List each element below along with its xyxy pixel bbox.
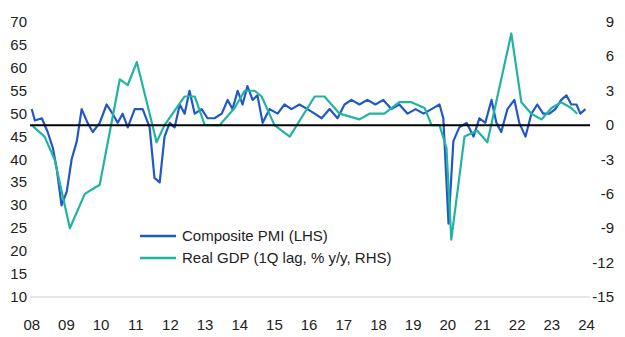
x-tick-label: 19 [405,316,422,333]
x-tick-label: 15 [266,316,283,333]
chart: 10 15 20 25 30 35 40 45 50 55 60 65 70 -15 -12 -9 -6 -3 0 3… [0,0,625,337]
x-tick-label: 14 [231,316,248,333]
x-tick-label: 18 [370,316,387,333]
legend-swatch [140,257,176,260]
y2-tick-label: 3 [606,82,614,99]
legend-label: Real GDP (1Q lag, % y/y, RHS) [182,249,392,266]
y2-tick-label: -9 [601,219,614,236]
y-tick-label: 10 [10,288,27,305]
legend-label: Composite PMI (LHS) [182,227,328,244]
y2-tick-label: -12 [592,254,614,271]
y2-tick-label: 0 [606,116,614,133]
y-tick-label: 20 [10,242,27,259]
x-tick-label: 22 [509,316,526,333]
y-tick-label: 25 [10,219,27,236]
y-tick-label: 40 [10,151,27,168]
x-tick-label: 16 [301,316,318,333]
x-tick-label: 21 [474,316,491,333]
y-tick-label: 65 [10,36,27,53]
zero-line [30,124,590,126]
y-tick-label: 45 [10,128,27,145]
y-tick-label: 50 [10,105,27,122]
y2-tick-label: 6 [606,47,614,64]
x-axis-line [30,297,590,298]
series-line [32,33,577,239]
x-tick-label: 11 [128,316,144,333]
y-tick-label: 30 [10,196,27,213]
x-tick-label: 13 [197,316,214,333]
y-tick-label: 35 [10,173,27,190]
x-tick-label: 10 [93,316,110,333]
y-tick-label: 55 [10,82,27,99]
x-tick-label: 09 [58,316,75,333]
x-tick-label: 20 [439,316,456,333]
y-tick-label: 60 [10,59,27,76]
y2-tick-label: 9 [606,13,614,30]
legend-swatch [140,235,176,238]
y-tick-label: 15 [10,265,27,282]
x-tick-label: 12 [162,316,179,333]
y2-tick-label: -15 [592,288,614,305]
x-tick-label: 08 [23,316,40,333]
x-tick-label: 24 [578,316,595,333]
y2-tick-label: -6 [601,185,614,202]
legend: Composite PMI (LHS) Real GDP (1Q lag, % y… [140,227,392,266]
y2-tick-label: -3 [601,151,614,168]
x-tick-label: 23 [544,316,561,333]
y-tick-label: 70 [10,13,27,30]
plot-area [32,33,586,239]
x-tick-label: 17 [335,316,352,333]
